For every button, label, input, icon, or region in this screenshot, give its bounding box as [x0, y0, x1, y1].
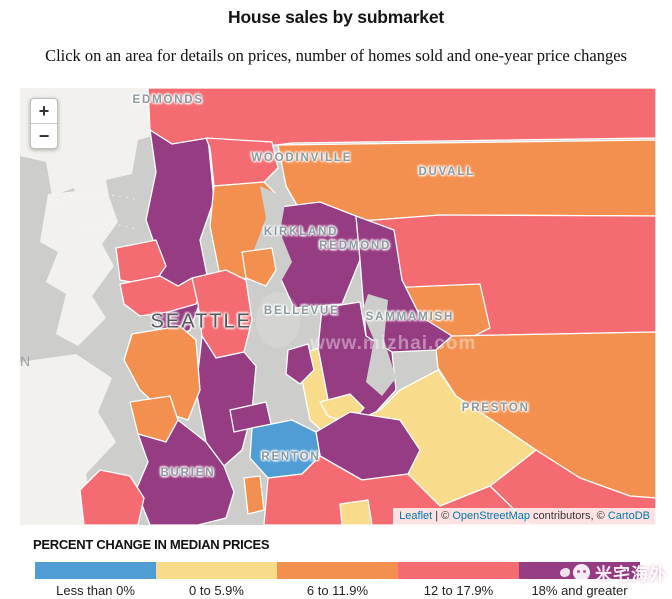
lake-washington [254, 186, 298, 400]
carto-link[interactable]: CartoDB [607, 510, 650, 522]
legend-label: Less than 0% [56, 583, 135, 598]
map-region-burien-purple[interactable] [135, 419, 235, 525]
legend-swatch-yellow [156, 562, 277, 579]
legend-label: 12 to 17.9% [423, 583, 494, 598]
lake-sammamish [362, 294, 396, 396]
map-region-south-yellow-square[interactable] [339, 499, 373, 525]
map-label-sammamish: SAMMAMISH [365, 310, 455, 323]
map-region-lqa-orange[interactable] [241, 247, 277, 287]
map-label-kirkland: KIRKLAND [263, 226, 339, 239]
map-region-south-strip-orange[interactable] [243, 475, 265, 515]
map-region-sw-pink[interactable] [79, 469, 145, 525]
legend-title: PERCENT CHANGE IN MEDIAN PRICES [33, 537, 270, 552]
attribution-mid: contributors, © [530, 510, 608, 522]
legend-label: 0 to 5.9% [189, 583, 244, 598]
map-label-burien: BURIEN [160, 466, 216, 479]
map-attribution: Leaflet | © OpenStreetMap contributors, … [393, 508, 656, 525]
attribution-sep: | © [432, 510, 453, 522]
watermark-crown-icon [256, 292, 300, 348]
land-bainbridge [40, 188, 118, 346]
map-region-west-seattle-orange[interactable] [123, 325, 201, 421]
map-label-n: N [20, 353, 31, 370]
submarket-map[interactable]: EDMONDS WOODINVILLE DUVALL KIRKLAND REDM… [20, 88, 656, 525]
map-label-preston: PRESTON [461, 401, 530, 414]
page-subtitle: Click on an area for details on prices, … [45, 46, 627, 65]
map-label-bellevue: BELLEVUE [263, 304, 340, 317]
brand-watermark-text: 米宅海外 [595, 565, 667, 584]
map-region-south-pink[interactable] [263, 455, 531, 525]
brand-watermark: 米宅海外 [560, 560, 667, 585]
paw-icon [560, 568, 570, 577]
panda-face-icon [573, 564, 590, 581]
page-title: House sales by submarket [228, 7, 444, 27]
legend-label: 18% and greater [531, 583, 628, 598]
map-region-north-pink[interactable] [147, 88, 656, 148]
land-vashon [20, 354, 116, 525]
legend-labels: Less than 0% 0 to 5.9% 6 to 11.9% 12 to … [35, 583, 640, 598]
watermark-url: www.mizhai.com [310, 333, 477, 354]
leaflet-link[interactable]: Leaflet [399, 510, 433, 522]
map-label-edmonds: EDMONDS [132, 93, 204, 106]
ferry-line-icon [49, 193, 139, 203]
ferry-line-icon [83, 223, 139, 231]
map-region-south-seattle-purple[interactable] [195, 335, 257, 467]
map-region-mercer-purple[interactable] [285, 343, 315, 385]
osm-link[interactable]: OpenStreetMap [452, 510, 530, 522]
land-kitsap-north [20, 88, 252, 222]
legend-swatch-blue [35, 562, 156, 579]
legend-swatch-orange [277, 562, 398, 579]
legend-swatch-pink [398, 562, 519, 579]
map-label-renton: RENTON [261, 450, 321, 463]
zoom-in-button[interactable]: + [31, 99, 57, 124]
map-label-woodinville: WOODINVILLE [251, 151, 353, 164]
map-label-redmond: REDMOND [319, 240, 392, 253]
map-canvas [20, 88, 656, 525]
map-label-seattle: SEATTLE [150, 310, 252, 333]
map-region-se-wedge-pink[interactable] [489, 449, 656, 525]
map-label-duvall: DUVALL [418, 165, 476, 178]
legend-bar [35, 562, 640, 579]
legend-label: 6 to 11.9% [306, 583, 369, 598]
zoom-out-button[interactable]: − [38, 126, 50, 146]
zoom-control: + − [30, 98, 58, 149]
